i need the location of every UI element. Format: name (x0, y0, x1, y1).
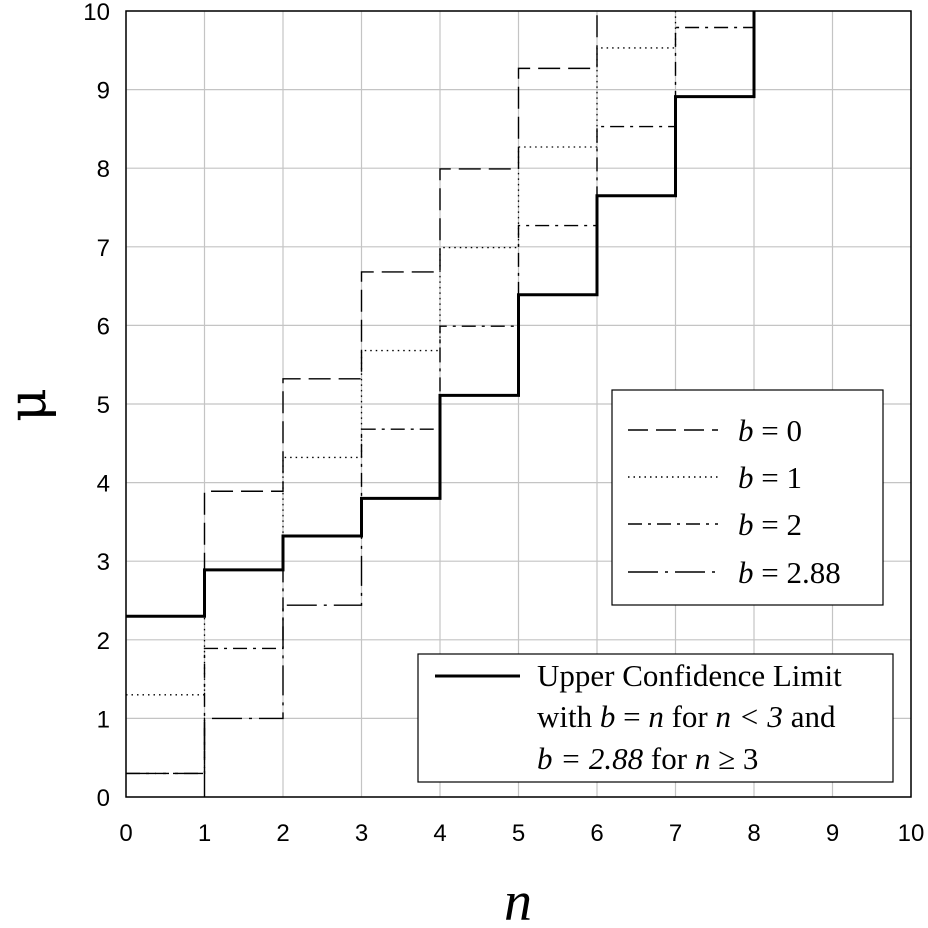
legend-upper-confidence-limit: Upper Confidence Limit with b = n for n … (417, 653, 894, 783)
legend-ucl-box (417, 653, 894, 783)
x-tick-label: 3 (355, 820, 368, 847)
legend-box (611, 389, 884, 606)
x-tick-label: 0 (119, 820, 132, 847)
y-tick-label: 9 (97, 78, 110, 105)
y-tick-label: 0 (97, 785, 110, 812)
x-tick-label: 2 (276, 820, 289, 847)
y-axis-label: μ (0, 388, 58, 422)
series-solid-thick-line (126, 11, 756, 618)
legend-b-values: b = 0 b = 1 b = 2 b = 2.88 (611, 389, 884, 606)
x-tick-label: 8 (747, 820, 760, 847)
x-tick-label: 10 (898, 820, 925, 847)
y-tick-label: 1 (97, 706, 110, 733)
y-tick-label: 5 (97, 392, 110, 419)
y-tick-label: 8 (97, 156, 110, 183)
x-tick-label: 1 (198, 820, 211, 847)
legend-label-b1: b = 1 (738, 460, 802, 495)
legend-ucl-line2: with b = n for n < 3 and (537, 699, 836, 734)
series-dashdot-line (126, 26, 754, 775)
y-tick-label: 10 (83, 0, 110, 26)
x-axis-label: n (504, 871, 532, 928)
plot-frame (125, 10, 912, 798)
y-tick-label: 2 (97, 628, 110, 655)
legend-label-b0: b = 0 (738, 413, 802, 448)
x-tick-label: 4 (433, 820, 446, 847)
legend-ucl-line1: Upper Confidence Limit (537, 658, 842, 693)
x-tick-label: 7 (669, 820, 682, 847)
y-tick-label: 7 (97, 235, 110, 262)
y-tick-label: 3 (97, 549, 110, 576)
x-tick-label: 5 (512, 820, 525, 847)
y-tick-label: 4 (97, 471, 110, 498)
x-tick-label: 6 (590, 820, 603, 847)
x-tick-labels: 0 1 2 3 4 5 6 7 8 9 10 (119, 820, 924, 847)
series-dashed-line (126, 11, 598, 617)
x-tick-label: 9 (826, 820, 839, 847)
legend-label-b2: b = 2 (738, 507, 802, 542)
y-tick-labels: 0 1 2 3 4 5 6 7 8 9 10 (83, 0, 110, 812)
y-tick-label: 6 (97, 313, 110, 340)
legend-ucl-line3: b = 2.88 for n ≥ 3 (537, 741, 758, 776)
legend-label-b288: b = 2.88 (738, 555, 841, 590)
series-layer (126, 11, 756, 797)
